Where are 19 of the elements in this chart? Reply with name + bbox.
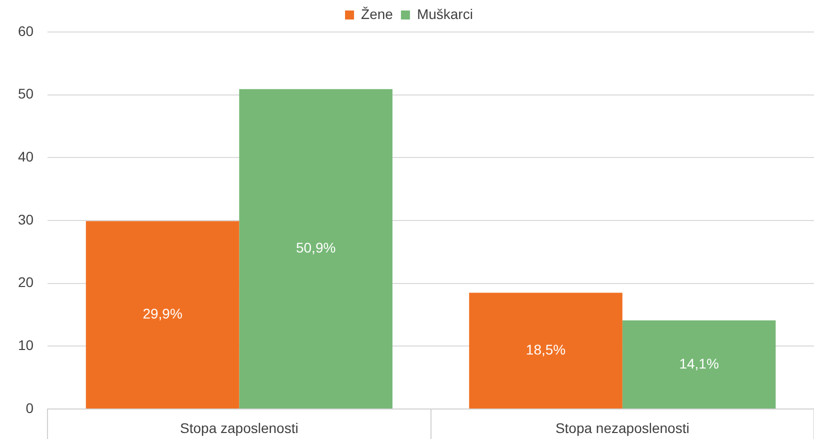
data-label: 14,1% bbox=[679, 355, 719, 372]
legend-label: Muškarci bbox=[416, 6, 473, 22]
legend-label: Žene bbox=[361, 6, 394, 22]
data-label: 50,9% bbox=[296, 240, 336, 256]
y-tick-label: 10 bbox=[18, 337, 34, 354]
x-tick-label: Stopa nezaposlenosti bbox=[555, 420, 690, 436]
y-tick-label: 50 bbox=[18, 86, 34, 102]
x-tick-label: Stopa zaposlenosti bbox=[180, 420, 298, 436]
y-tick-label: 20 bbox=[18, 274, 34, 290]
bar bbox=[622, 320, 776, 408]
y-tick-label: 60 bbox=[18, 22, 34, 39]
data-label: 29,9% bbox=[142, 306, 182, 322]
bar bbox=[469, 292, 622, 408]
y-tick-label: 0 bbox=[26, 400, 34, 416]
y-tick-label: 40 bbox=[18, 148, 34, 165]
bar bbox=[239, 89, 392, 408]
bar bbox=[86, 221, 240, 408]
data-label: 18,5% bbox=[526, 341, 566, 358]
y-tick-label: 30 bbox=[18, 211, 34, 228]
